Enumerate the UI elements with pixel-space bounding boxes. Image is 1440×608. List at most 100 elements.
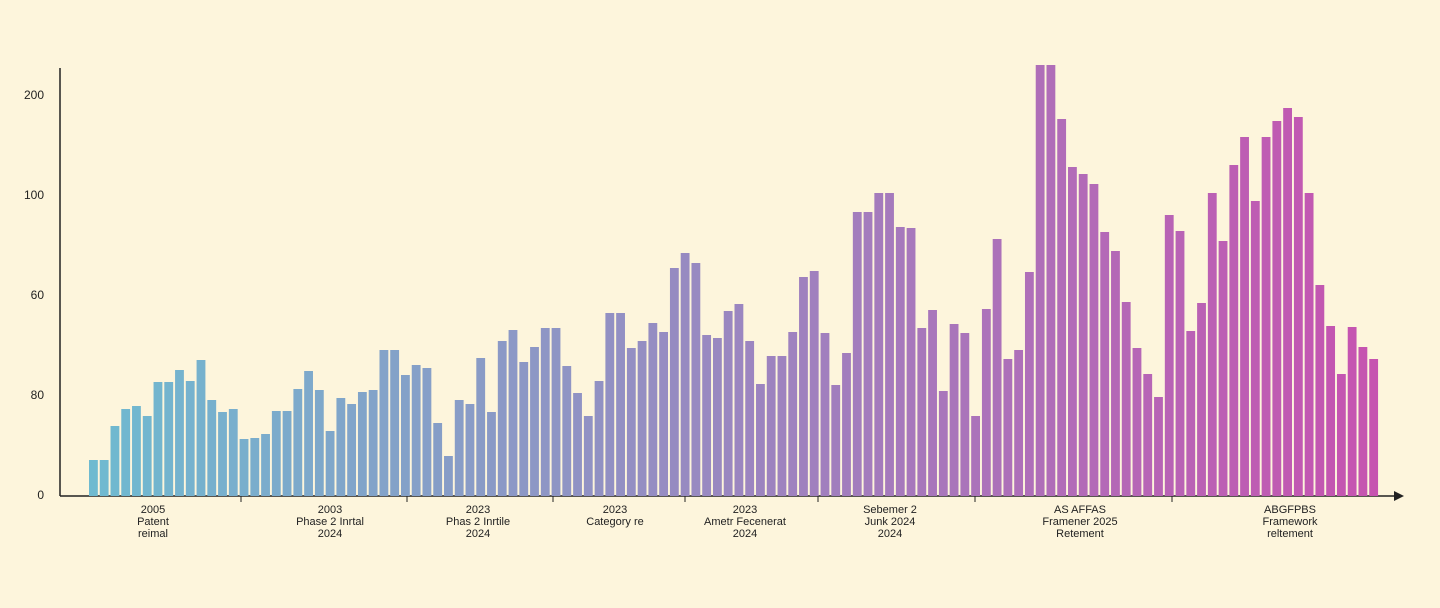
bar <box>1132 348 1142 496</box>
bar <box>734 304 744 496</box>
bar <box>659 332 669 496</box>
bar <box>282 411 292 496</box>
bar <box>357 392 367 496</box>
x-group-label: Ametr Fecenerat <box>704 516 786 528</box>
bar <box>874 193 884 496</box>
bar <box>799 277 808 496</box>
bar <box>228 409 238 496</box>
bar <box>390 350 400 496</box>
x-group-label: 2024 <box>318 528 342 540</box>
x-group-label: Sebemer 2 <box>863 504 917 516</box>
bar <box>314 390 324 496</box>
bar <box>573 393 582 496</box>
bar <box>465 404 475 496</box>
x-group-label: 2003 <box>318 504 342 516</box>
bar <box>616 313 625 496</box>
bar <box>207 400 217 496</box>
y-tick-label: 0 <box>37 488 44 502</box>
x-group-label: Patent <box>137 516 169 528</box>
bar <box>1272 121 1282 496</box>
bar <box>261 434 270 496</box>
bar <box>368 390 378 496</box>
x-group-label: Junk 2024 <box>865 516 916 528</box>
bar <box>928 310 937 496</box>
bar <box>1175 231 1185 496</box>
bar <box>723 311 733 496</box>
bar <box>906 228 916 496</box>
bar <box>153 382 163 496</box>
bar <box>992 239 1002 496</box>
bar <box>745 341 755 496</box>
bar <box>1014 350 1024 496</box>
bar <box>1154 397 1163 496</box>
x-group-label: 2024 <box>733 528 757 540</box>
x-group-label: 2023 <box>603 504 627 516</box>
bar <box>293 389 303 496</box>
bar <box>626 348 636 496</box>
y-tick-label: 60 <box>31 288 45 302</box>
bar <box>99 460 109 496</box>
bar <box>820 333 830 496</box>
bar <box>250 438 260 496</box>
x-group-label: AS AFFAS <box>1054 504 1106 516</box>
bar <box>1207 193 1217 496</box>
bar <box>1143 374 1153 496</box>
bar <box>605 313 615 496</box>
bar <box>809 271 819 496</box>
bar <box>702 335 712 496</box>
x-group-label: 2005 <box>141 504 165 516</box>
bar <box>454 400 464 496</box>
bar <box>433 423 443 496</box>
bar <box>1100 232 1110 496</box>
bar <box>971 416 981 496</box>
bar <box>1250 201 1260 496</box>
bar <box>1358 347 1368 496</box>
x-group-label: 2024 <box>466 528 490 540</box>
x-group-label: Retement <box>1056 528 1104 540</box>
bar <box>551 328 561 496</box>
x-group-label: Framener 2025 <box>1042 516 1117 528</box>
bar <box>852 212 862 496</box>
bar <box>519 362 529 496</box>
bar <box>1186 331 1196 496</box>
bar <box>175 370 184 496</box>
bar <box>691 263 701 496</box>
bar <box>508 330 518 496</box>
bar <box>1261 137 1271 496</box>
bar <box>185 381 195 496</box>
bar <box>132 406 141 496</box>
bar <box>1111 251 1120 496</box>
bar <box>1229 165 1239 496</box>
x-group-label: Framework <box>1262 516 1318 528</box>
y-tick-label: 80 <box>31 388 45 402</box>
bar <box>379 350 389 496</box>
bar <box>1369 359 1379 496</box>
bar <box>1057 119 1067 496</box>
bar <box>1024 272 1034 496</box>
separators <box>240 496 1173 502</box>
x-group-label: 2024 <box>878 528 902 540</box>
bar <box>885 193 894 496</box>
bar <box>1347 327 1357 496</box>
bar <box>1089 184 1099 496</box>
bar <box>1240 137 1249 496</box>
y-tick-label: 100 <box>24 188 44 202</box>
bar <box>142 416 152 496</box>
bar <box>540 328 550 496</box>
bar <box>239 439 249 496</box>
bar <box>788 332 798 496</box>
bar <box>218 412 227 496</box>
bar <box>583 416 593 496</box>
bar <box>917 328 927 496</box>
x-group-label: reimal <box>138 528 168 540</box>
bar <box>411 365 421 496</box>
bar <box>1197 303 1206 496</box>
bar <box>895 227 905 496</box>
bar <box>476 358 486 496</box>
bar <box>1003 359 1013 496</box>
bar <box>271 411 281 496</box>
bar <box>89 460 98 496</box>
bar <box>1218 241 1228 496</box>
x-group-label: Phas 2 Inrtile <box>446 516 510 528</box>
x-group-label: reltement <box>1267 528 1313 540</box>
